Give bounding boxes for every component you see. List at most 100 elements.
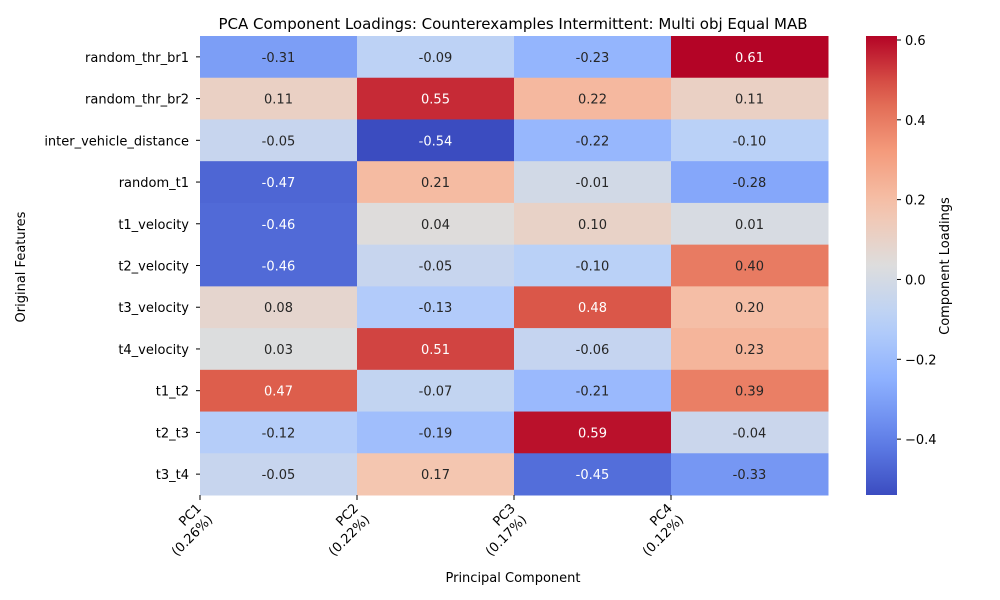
row-label: t4_velocity <box>118 343 189 358</box>
cell-value-label: -0.01 <box>576 176 610 191</box>
heatmap-cell <box>357 244 515 287</box>
heatmap-cell <box>200 286 358 329</box>
cell-value-label: 0.40 <box>735 260 764 275</box>
cell-value-label: 0.48 <box>578 301 607 316</box>
cell-value-label: -0.13 <box>419 301 453 316</box>
colorbar-tick-label: 0.4 <box>905 114 926 129</box>
heatmap-cell <box>200 411 358 454</box>
cell-value-label: 0.08 <box>264 301 293 316</box>
cell-value-label: 0.10 <box>578 218 607 233</box>
heatmap-cell <box>514 244 672 287</box>
cell-value-label: -0.05 <box>262 134 296 149</box>
cell-value-label: -0.21 <box>576 385 610 400</box>
cell-value-label: 0.22 <box>578 93 607 108</box>
cell-value-label: 0.59 <box>578 426 607 441</box>
cell-value-label: -0.54 <box>419 134 453 149</box>
cell-value-label: -0.04 <box>733 426 767 441</box>
row-labels: random_thr_br1 random_thr_br2 inter_vehicl… <box>44 51 200 483</box>
column-label: PC2(0.22%) <box>315 501 373 559</box>
heatmap-cell <box>357 161 515 204</box>
heatmap-cell <box>514 411 672 454</box>
heatmap-cell <box>671 161 829 204</box>
heatmap-cell <box>357 411 515 454</box>
heatmap-cell <box>514 328 672 371</box>
colorbar <box>866 36 897 495</box>
heatmap-cell <box>514 36 672 79</box>
colorbar-tick-label: −0.2 <box>905 353 937 368</box>
cell-value-label: 0.03 <box>264 343 293 358</box>
heatmap-cell <box>357 328 515 371</box>
heatmap-cell <box>200 119 358 162</box>
cell-value-label: -0.33 <box>733 468 767 483</box>
cell-value-label: 0.11 <box>264 93 293 108</box>
row-label: t2_velocity <box>118 260 189 275</box>
heatmap-cell <box>357 36 515 79</box>
cell-value-label: 0.61 <box>735 51 764 66</box>
row-label: t2_t3 <box>156 426 189 441</box>
heatmap-cell <box>357 119 515 162</box>
colorbar-tick-label: 0.0 <box>905 273 926 288</box>
row-label: random_thr_br2 <box>85 93 189 108</box>
heatmap-cells: -0.31 -0.09 -0.23 0.61 0.11 0.55 0.22 0.11 -0.05… <box>200 36 829 496</box>
cell-value-label: 0.55 <box>421 93 450 108</box>
column-label: PC4(0.12%) <box>629 501 687 559</box>
cell-value-label: 0.11 <box>735 93 764 108</box>
heatmap-cell <box>514 453 672 496</box>
heatmap-cell <box>200 36 358 79</box>
heatmap-cell <box>200 328 358 371</box>
heatmap-cell <box>671 36 829 79</box>
heatmap-cell <box>671 77 829 120</box>
heatmap-cell <box>514 77 672 120</box>
cell-value-label: -0.12 <box>262 426 296 441</box>
heatmap-cell <box>200 77 358 120</box>
cell-value-label: -0.09 <box>419 51 453 66</box>
cell-value-label: -0.28 <box>733 176 767 191</box>
cell-value-label: -0.05 <box>262 468 296 483</box>
row-label: inter_vehicle_distance <box>44 134 189 149</box>
cell-value-label: -0.46 <box>262 218 296 233</box>
cell-value-label: 0.21 <box>421 176 450 191</box>
colorbar-tick-label: 0.2 <box>905 194 926 209</box>
chart-title: PCA Component Loadings: Counterexamples … <box>218 15 807 33</box>
heatmap-cell <box>514 161 672 204</box>
row-label: t1_velocity <box>118 218 189 233</box>
cell-value-label: -0.07 <box>419 385 453 400</box>
heatmap-cell <box>514 119 672 162</box>
heatmap-cell <box>357 453 515 496</box>
heatmap-cell <box>357 202 515 246</box>
column-labels: PC1(0.26%) PC2(0.22%) PC3(0.17%) PC4(0.12%) <box>158 495 687 560</box>
heatmap-cell <box>671 286 829 329</box>
cell-value-label: 0.01 <box>735 218 764 233</box>
colorbar-tick-label: −0.4 <box>905 433 937 448</box>
colorbar-label: Component Loadings <box>938 197 953 335</box>
row-label: random_t1 <box>119 176 189 191</box>
column-label: PC3(0.17%) <box>472 501 530 559</box>
cell-value-label: 0.39 <box>735 385 764 400</box>
cell-value-label: -0.45 <box>576 468 610 483</box>
heatmap-cell <box>671 328 829 371</box>
y-axis-label: Original Features <box>14 211 29 322</box>
heatmap-cell <box>357 369 515 413</box>
row-label: t3_t4 <box>156 468 189 483</box>
heatmap-cell <box>671 453 829 496</box>
heatmap-cell <box>514 369 672 413</box>
colorbar-ticks: −0.4 −0.2 0.0 0.2 0.4 0.6 <box>897 34 937 448</box>
row-label: t3_velocity <box>118 301 189 316</box>
heatmap-cell <box>357 77 515 120</box>
heatmap-cell <box>200 453 358 496</box>
cell-value-label: -0.06 <box>576 343 610 358</box>
cell-value-label: 0.17 <box>421 468 450 483</box>
heatmap-cell <box>671 119 829 162</box>
cell-value-label: -0.23 <box>576 51 610 66</box>
cell-value-label: 0.04 <box>421 218 450 233</box>
cell-value-label: -0.22 <box>576 134 610 149</box>
column-label: PC1(0.26%) <box>158 501 216 559</box>
heatmap-cell <box>514 286 672 329</box>
cell-value-label: 0.20 <box>735 301 764 316</box>
heatmap-cell <box>514 202 672 246</box>
cell-value-label: -0.10 <box>733 134 767 149</box>
heatmap-cell <box>671 202 829 246</box>
cell-value-label: -0.47 <box>262 176 296 191</box>
cell-value-label: -0.19 <box>419 426 453 441</box>
